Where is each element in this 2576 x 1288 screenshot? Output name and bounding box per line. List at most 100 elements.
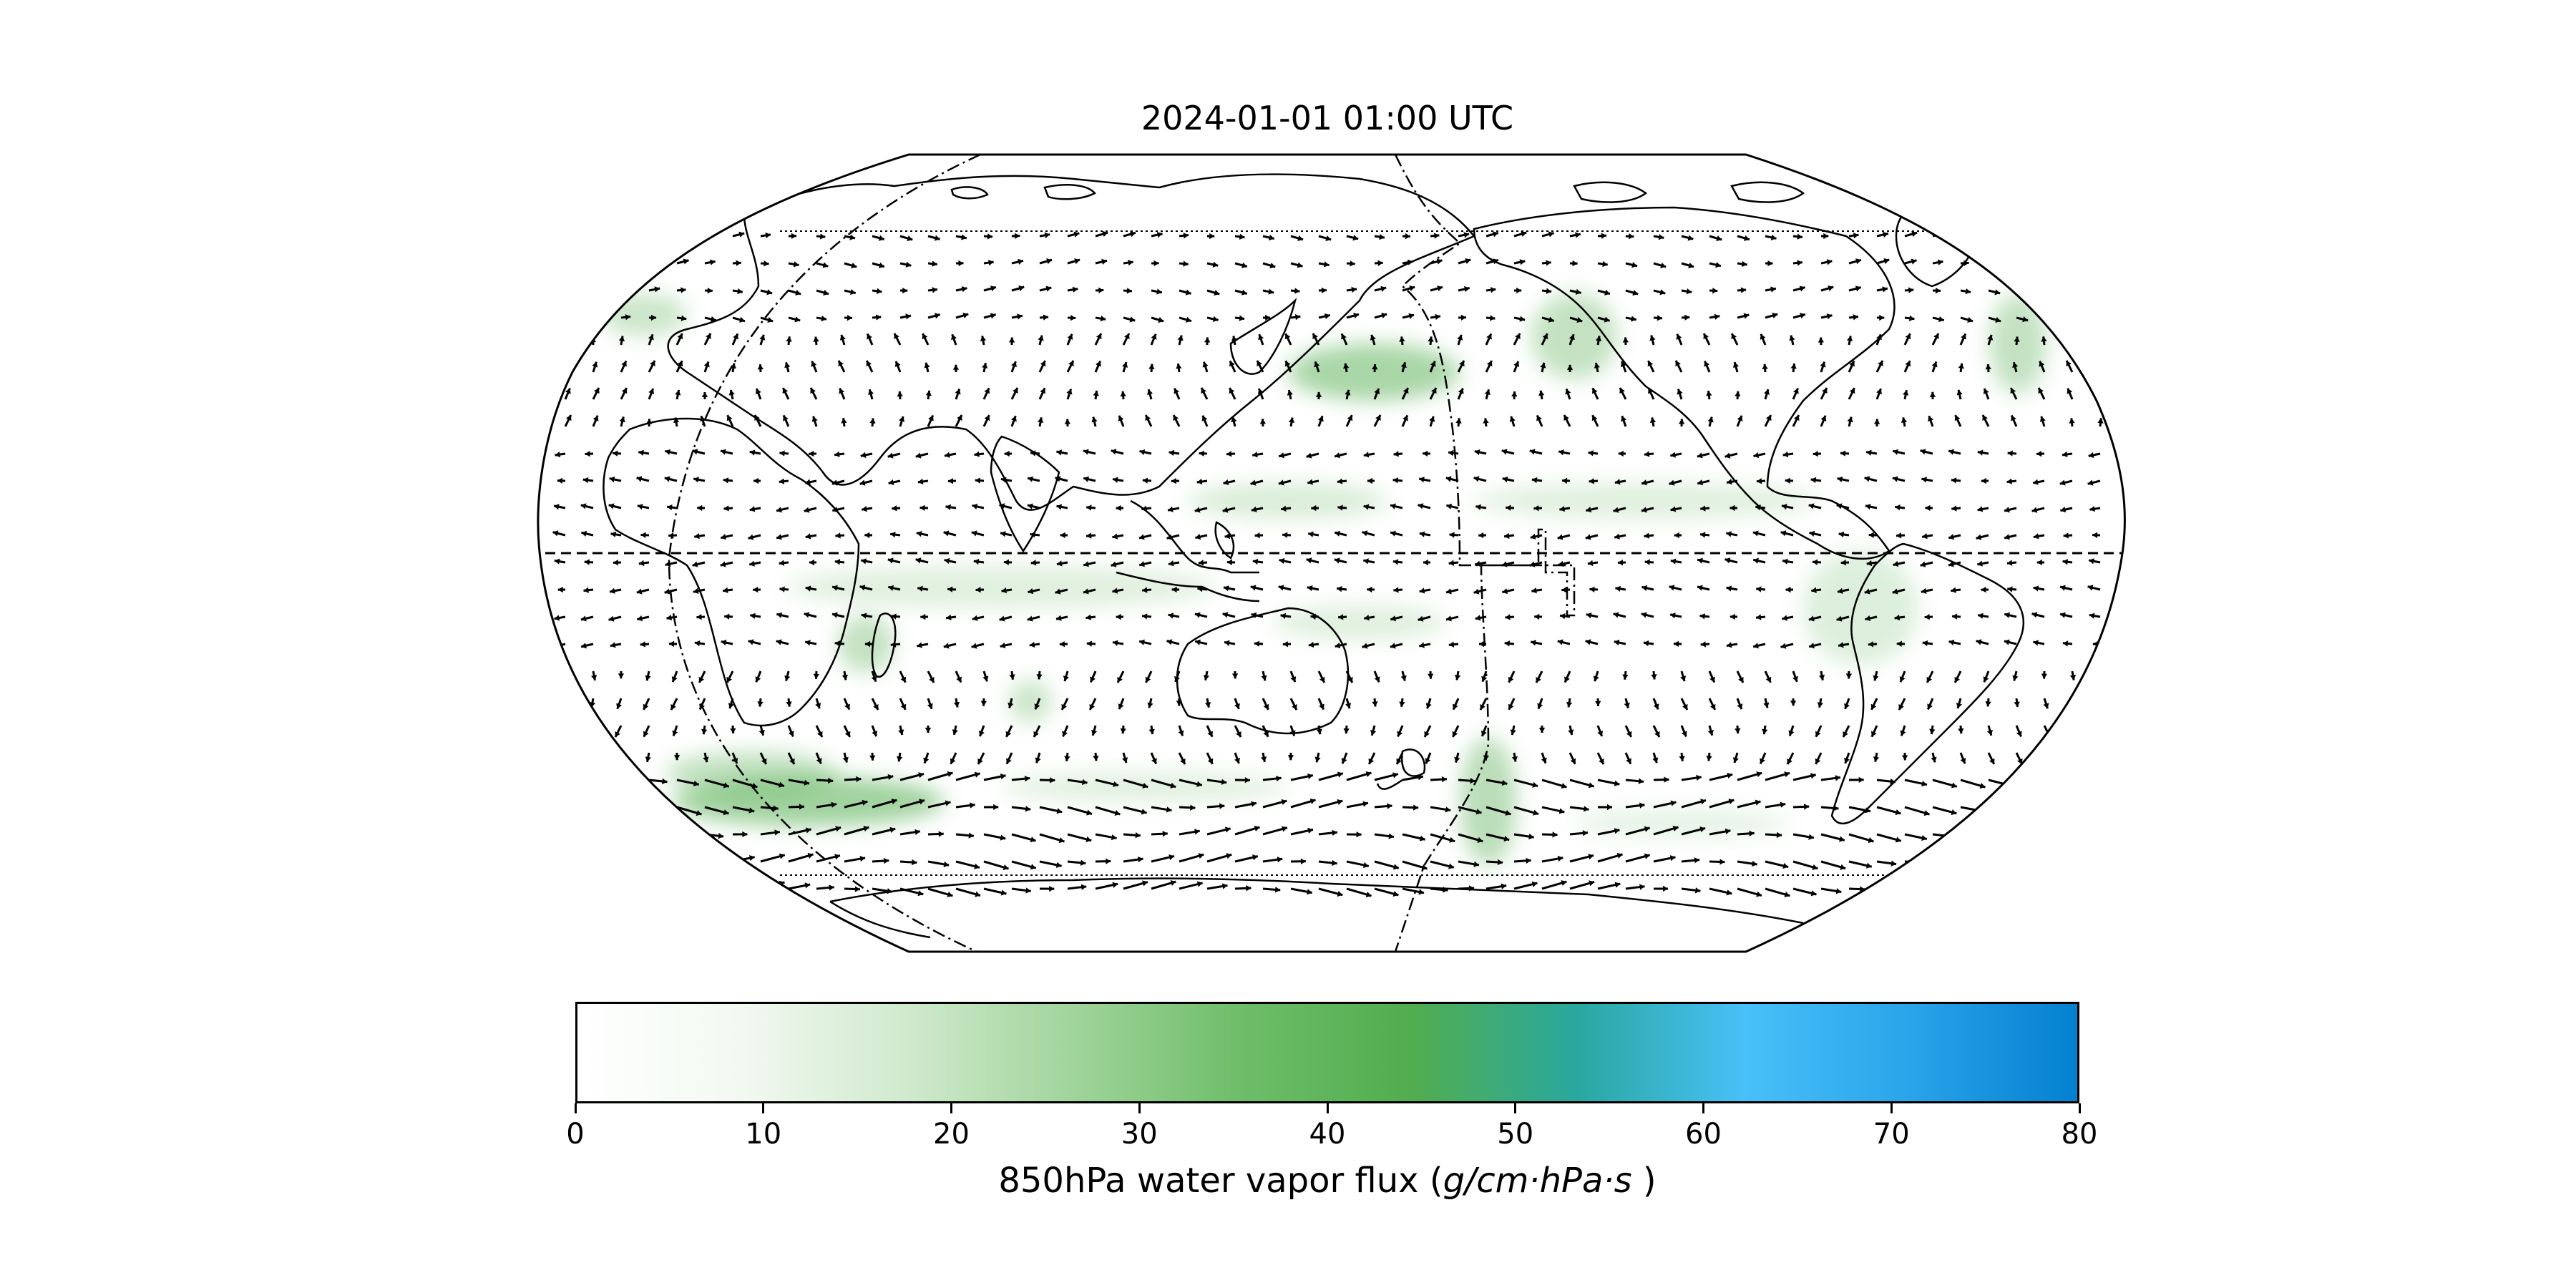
wind-arrowhead xyxy=(1171,586,1177,593)
wind-arrowhead xyxy=(1289,730,1296,736)
wind-arrowhead xyxy=(1367,477,1372,484)
wind-arrowhead xyxy=(554,558,560,565)
wind-arrowhead xyxy=(1922,640,1928,647)
wind-arrow xyxy=(2016,883,2039,890)
wind-arrowhead xyxy=(1282,826,1287,832)
wind-arrowhead xyxy=(1866,449,1872,456)
wind-arrowhead xyxy=(805,479,811,485)
flux-area xyxy=(1288,343,1460,401)
wind-arrowhead xyxy=(1246,885,1252,892)
wind-arrowhead xyxy=(1780,801,1786,808)
wind-arrowhead xyxy=(1976,534,1982,540)
wind-arrowhead xyxy=(1776,831,1782,839)
wind-arrowhead xyxy=(1252,854,1258,861)
wind-arrowhead xyxy=(1593,675,1599,682)
wind-arrowhead xyxy=(1591,388,1598,394)
wind-arrowhead xyxy=(1812,864,1818,870)
wind-arrowhead xyxy=(627,258,633,265)
wind-arrowhead xyxy=(1483,755,1490,761)
wind-arrowhead xyxy=(730,728,736,733)
wind-arrowhead xyxy=(2010,388,2016,394)
wind-arrowhead xyxy=(1005,731,1012,737)
wind-arrowhead xyxy=(1337,478,1343,484)
wind-arrowhead xyxy=(2031,507,2038,513)
wind-arrowhead xyxy=(1049,885,1055,892)
wind-arrowhead xyxy=(1813,450,1818,457)
wind-arrowhead xyxy=(640,641,645,648)
wind-arrowhead xyxy=(958,260,964,267)
wind-arrow xyxy=(562,335,567,346)
wind-arrowhead xyxy=(1393,451,1399,457)
wind-arrowhead xyxy=(2097,418,2104,424)
wind-arrowhead xyxy=(1978,613,1984,619)
colorbar-tick xyxy=(1326,1103,1329,1113)
wind-arrowhead xyxy=(1202,361,1209,368)
wind-arrowhead xyxy=(670,703,676,711)
wind-arrowhead xyxy=(1958,728,1964,734)
wind-arrowhead xyxy=(1089,703,1096,710)
wind-arrowhead xyxy=(1004,450,1010,457)
wind-arrowhead xyxy=(1654,731,1660,738)
wind-arrowhead xyxy=(696,614,702,620)
wind-arrowhead xyxy=(1421,864,1428,871)
wind-arrowhead xyxy=(1449,532,1455,538)
flux-area xyxy=(1574,809,1789,837)
wind-arrowhead xyxy=(1173,414,1179,421)
wind-arrowhead xyxy=(1594,363,1600,369)
wind-arrowhead xyxy=(748,807,755,814)
wind-arrowhead xyxy=(1337,771,1343,778)
wind-arrowhead xyxy=(1090,676,1096,683)
wind-arrowhead xyxy=(1951,477,1957,484)
wind-arrowhead xyxy=(1009,674,1015,680)
wind-arrowhead xyxy=(1601,233,1606,239)
wind-arrowhead xyxy=(879,262,884,268)
wind-arrowhead xyxy=(934,235,940,241)
wind-arrowhead xyxy=(1315,391,1322,397)
wind-arrowhead xyxy=(1845,673,1853,679)
wind-arrowhead xyxy=(1080,859,1086,867)
wind-arrowhead xyxy=(648,388,655,395)
wind-arrowhead xyxy=(662,778,668,785)
wind-arrowhead xyxy=(1987,334,1994,341)
wind-arrowhead xyxy=(645,419,653,424)
wind-arrowhead xyxy=(1486,361,1493,367)
wind-arrowhead xyxy=(1446,588,1452,595)
wind-arrowhead xyxy=(1870,731,1877,737)
wind-arrowhead xyxy=(1257,360,1262,367)
wind-arrowhead xyxy=(1114,809,1121,816)
wind-arrow xyxy=(2099,670,2105,683)
wind-arrowhead xyxy=(1965,288,1971,295)
wind-arrowhead xyxy=(1865,807,1870,814)
wind-arrowhead xyxy=(1742,260,1747,268)
wind-arrowhead xyxy=(1873,756,1880,762)
wind-arrowhead xyxy=(1728,798,1735,805)
wind-arrowhead xyxy=(860,452,867,459)
wind-arrow xyxy=(2099,887,2121,893)
wind-arrowhead xyxy=(887,774,894,781)
wind-arrowhead xyxy=(1526,857,1531,864)
wind-arrowhead xyxy=(1839,836,1845,842)
wind-arrowhead xyxy=(726,415,733,421)
wind-arrowhead xyxy=(2031,612,2038,618)
wind-arrowhead xyxy=(1311,504,1317,512)
wind-arrowhead xyxy=(749,506,756,512)
wind-arrowhead xyxy=(932,260,937,267)
wind-arrowhead xyxy=(654,286,660,293)
wind-arrowhead xyxy=(980,336,987,341)
wind-arrowhead xyxy=(982,675,989,682)
wind-arrowhead xyxy=(1615,585,1621,592)
wind-arrowhead xyxy=(1658,234,1664,240)
wind-arrowhead xyxy=(776,639,782,645)
wind-arrowhead xyxy=(1158,317,1164,323)
wind-arrowhead xyxy=(1392,477,1399,484)
wind-arrowhead xyxy=(1475,809,1482,815)
wind-arrowhead xyxy=(627,286,633,292)
wind-arrowhead xyxy=(1599,758,1604,765)
wind-arrowhead xyxy=(1419,531,1425,537)
wind-arrowhead xyxy=(786,701,792,707)
wind-arrow xyxy=(2044,316,2055,321)
wind-arrowhead xyxy=(2004,534,2010,540)
wind-arrowhead xyxy=(2114,888,2121,894)
wind-arrowhead xyxy=(878,235,884,241)
wind-arrowhead xyxy=(1058,837,1065,844)
